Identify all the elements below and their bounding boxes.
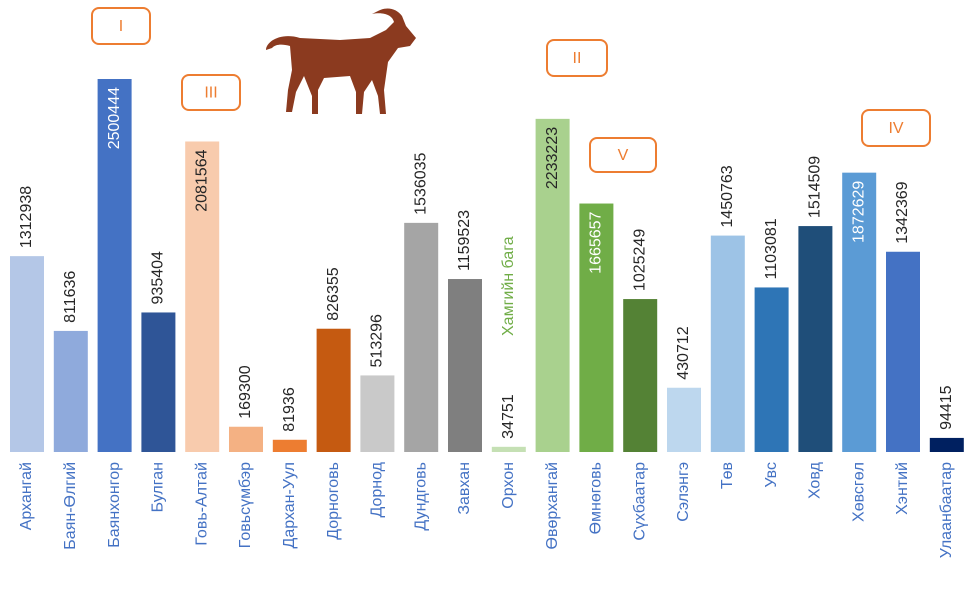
bar [842,172,877,452]
category-label: Сэлэнгэ [675,462,692,522]
category-label: Хөвсгөл [850,462,867,522]
value-label: 430712 [675,326,692,379]
bar [754,287,789,452]
category-label: Завхан [456,462,473,515]
category-label: Сүхбаатар [631,462,648,541]
bar [535,118,570,452]
value-label: 1536035 [412,152,429,214]
rank-label: I [119,18,123,35]
bar [141,312,176,452]
rank-label: II [573,50,582,67]
category-label: Ховд [807,461,824,499]
bar [272,439,307,452]
value-label: 1312938 [18,186,35,248]
value-label: 1450763 [719,165,736,227]
value-label: 94415 [938,385,955,430]
bar [53,330,88,452]
category-label: Дундговь [412,462,429,531]
value-label: 2233223 [544,127,561,189]
value-label: 2081564 [193,149,210,211]
category-label: Хэнтий [894,462,911,515]
goat-icon [266,8,416,114]
category-label: Баян-Өлгий [62,462,79,550]
bar [404,222,439,452]
category-label: Өмнөговь [588,462,605,534]
rank-box [546,39,608,77]
bar [667,387,701,452]
value-label: 826355 [325,267,342,320]
category-label: Дархан-Уул [281,462,298,548]
rank-box [181,74,241,111]
category-label: Говь-Алтай [193,462,210,546]
category-label: Говьсүмбэр [237,462,254,548]
bar [360,375,395,452]
category-label: Увс [763,462,780,488]
category-label: Баянхонгор [106,462,123,548]
value-label: 1159523 [456,210,473,271]
bar [10,256,44,452]
bar [623,299,658,452]
value-label: 1665657 [588,211,605,273]
rank-box [861,109,931,147]
category-label: Дорноговь [325,462,342,540]
value-label: 935404 [150,251,167,304]
value-label: 169300 [237,365,254,418]
bar [491,446,526,452]
value-label: 1025249 [631,229,648,291]
bar [579,203,614,452]
rank-label: IV [888,120,903,137]
category-label: Дорнод [369,461,386,517]
category-label: Орхон [500,462,517,509]
bar [886,251,920,452]
category-label: Булган [150,462,167,512]
value-label: 2500444 [106,87,123,149]
note-label: Хамгийн бага [500,236,517,336]
rank-label: V [618,147,629,164]
bar [229,426,263,452]
bar [316,328,351,452]
value-label: 1872629 [850,181,867,243]
category-label: Төв [719,462,736,489]
bar [798,226,833,452]
bar [97,79,132,452]
bar [929,437,964,452]
bar [710,235,745,452]
value-label: 1514509 [807,156,824,218]
value-label: 34751 [500,394,517,439]
rank-box [589,137,657,173]
category-label: Архангай [18,462,35,530]
value-label: 513296 [369,314,386,367]
bar [185,141,220,453]
value-label: 81936 [281,387,298,432]
rank-label: III [204,85,217,102]
category-label: Улаанбаатар [938,462,955,558]
value-label: 1103081 [763,218,780,279]
value-label: 1342369 [894,181,911,243]
bar [448,279,482,452]
value-label: 811636 [62,271,79,323]
rank-box [91,7,151,45]
category-label: Өвөрхангай [544,462,561,549]
